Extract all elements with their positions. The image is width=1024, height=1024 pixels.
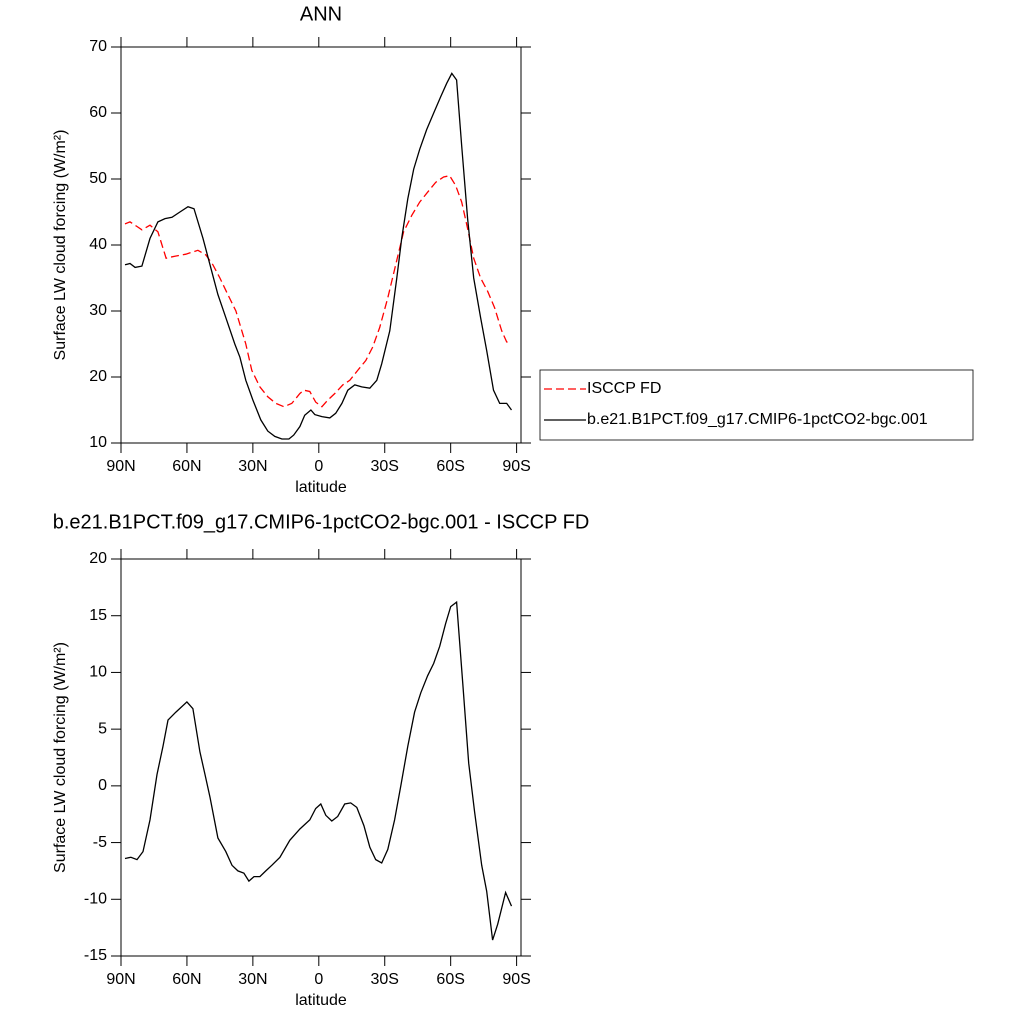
series-line — [124, 72, 513, 440]
y-tick-label: 15 — [89, 607, 107, 624]
plot-frame — [120, 46, 522, 444]
y-tick-label: 20 — [89, 550, 107, 567]
chart-title: ANN — [300, 3, 342, 25]
legend-frame — [539, 369, 974, 441]
y-tick-label: 10 — [89, 664, 107, 681]
x-axis-label: latitude — [295, 479, 347, 496]
x-tick-label: 60N — [172, 971, 201, 988]
y-tick-label: -10 — [84, 891, 107, 908]
series-line — [124, 600, 513, 941]
y-tick-label: 0 — [98, 777, 107, 794]
y-tick-label: 60 — [89, 104, 107, 121]
y-tick-label: 30 — [89, 302, 107, 319]
y-tick-label: 40 — [89, 236, 107, 253]
x-tick-label: 60S — [436, 458, 464, 475]
y-axis-label: Surface LW cloud forcing (W/m²) — [52, 642, 69, 873]
x-tick-label: 0 — [314, 458, 323, 475]
y-tick-label: 20 — [89, 368, 107, 385]
y-tick-label: 5 — [98, 720, 107, 737]
y-tick-label: 70 — [89, 38, 107, 55]
chart-title: b.e21.B1PCT.f09_g17.CMIP6-1pctCO2-bgc.00… — [53, 511, 590, 533]
x-tick-label: 30N — [238, 971, 267, 988]
x-tick-label: 90N — [106, 458, 135, 475]
x-tick-label: 90S — [502, 971, 530, 988]
x-tick-label: 30N — [238, 458, 267, 475]
x-tick-label: 0 — [314, 971, 323, 988]
x-tick-label: 90S — [502, 458, 530, 475]
legend-label: ISCCP FD — [587, 380, 661, 397]
plot-frame — [120, 558, 522, 957]
legend-label: b.e21.B1PCT.f09_g17.CMIP6-1pctCO2-bgc.00… — [587, 411, 928, 428]
x-tick-label: 90N — [106, 971, 135, 988]
x-tick-label: 60N — [172, 458, 201, 475]
y-tick-label: 50 — [89, 170, 107, 187]
x-tick-label: 30S — [371, 971, 399, 988]
series-line — [124, 174, 512, 408]
x-axis-label: latitude — [295, 992, 347, 1009]
y-tick-label: -15 — [84, 947, 107, 964]
y-tick-label: 10 — [89, 434, 107, 451]
y-tick-label: -5 — [93, 834, 107, 851]
y-axis-label: Surface LW cloud forcing (W/m²) — [52, 130, 69, 361]
x-tick-label: 30S — [371, 458, 399, 475]
x-tick-label: 60S — [436, 971, 464, 988]
